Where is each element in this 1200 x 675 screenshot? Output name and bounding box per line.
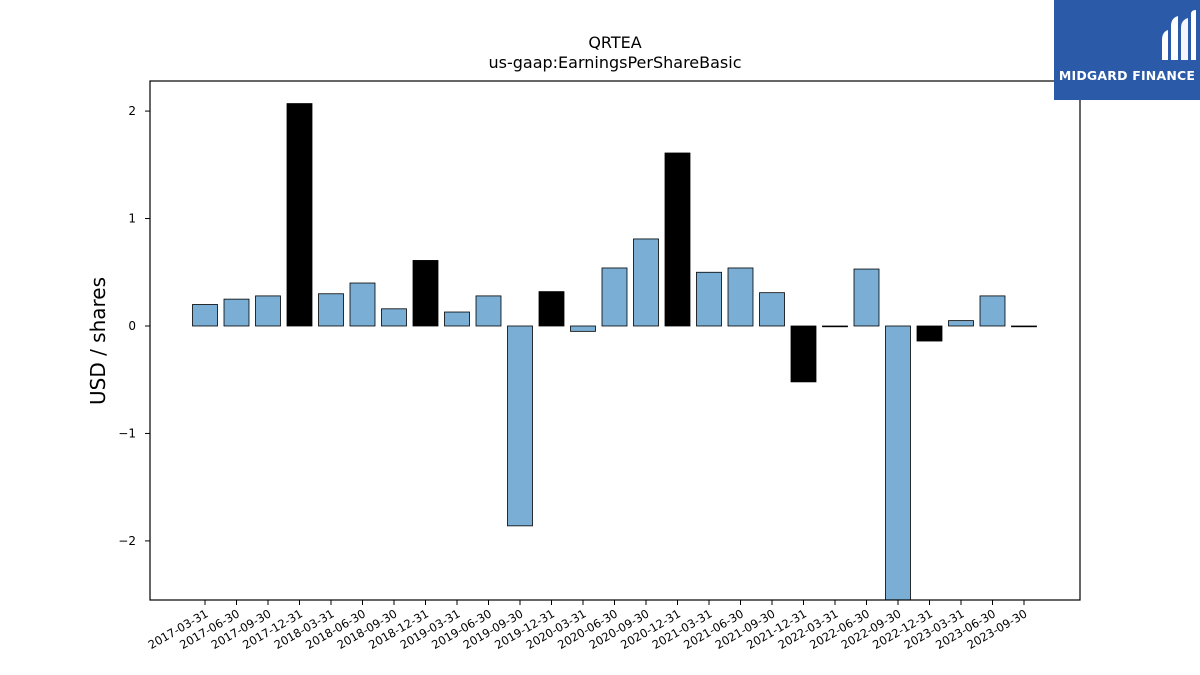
bar-2023-06-30 — [979, 295, 1006, 327]
bar-2018-06-30 — [349, 282, 376, 327]
bar-2018-12-31 — [412, 260, 439, 327]
bar-2021-12-31 — [790, 325, 817, 383]
chart-subtitle: us-gaap:EarningsPerShareBasic — [488, 53, 741, 72]
bar-2019-09-30 — [507, 325, 533, 527]
bar-2021-09-30 — [759, 292, 785, 327]
bars-group — [192, 103, 1037, 601]
bar-2020-03-31 — [570, 325, 596, 332]
bar-2021-03-31 — [696, 271, 722, 327]
bar-2019-03-31 — [444, 311, 470, 327]
bar-2017-03-31 — [192, 304, 218, 327]
y-tick-label: −1 — [118, 426, 136, 440]
y-ticks-group: −2 −1 0 1 2 — [118, 104, 150, 548]
y-axis-label: USD / shares — [86, 277, 110, 405]
bar-2018-03-31 — [318, 293, 344, 327]
y-tick-label: −2 — [118, 534, 136, 548]
bar-2018-09-30 — [381, 308, 407, 327]
plot-frame — [149, 80, 1081, 601]
bar-2023-03-31 — [948, 320, 974, 327]
bar-2022-03-31 — [822, 325, 848, 328]
bar-2017-12-31 — [286, 103, 313, 327]
bar-2017-06-30 — [223, 298, 250, 327]
chart-title: QRTEA — [588, 33, 641, 52]
bar-2017-09-30 — [255, 295, 281, 327]
bar-2022-09-30 — [885, 325, 911, 601]
bar-2019-12-31 — [538, 291, 565, 327]
bar-2020-06-30 — [601, 267, 628, 327]
logo-mark-icon — [1162, 10, 1196, 60]
y-tick-label: 1 — [128, 212, 136, 226]
x-ticks-group: 2017-03-312017-06-302017-09-302017-12-31… — [146, 600, 1030, 652]
bar-2022-06-30 — [853, 268, 880, 327]
y-tick-label: 2 — [128, 104, 136, 118]
bar-2020-09-30 — [633, 238, 659, 327]
bar-2021-06-30 — [727, 267, 754, 327]
bar-2023-09-30 — [1011, 325, 1037, 328]
midgard-finance-logo: MIDGARD FINANCE — [1054, 0, 1200, 100]
bar-2020-12-31 — [664, 152, 691, 327]
bar-2022-12-31 — [916, 325, 943, 342]
logo-text: MIDGARD FINANCE — [1058, 68, 1196, 83]
y-tick-label: 0 — [128, 319, 136, 333]
bar-2019-06-30 — [475, 295, 502, 327]
